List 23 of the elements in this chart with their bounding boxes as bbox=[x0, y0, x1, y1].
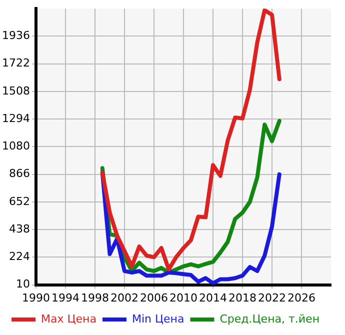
y-tick-label: 438 bbox=[8, 222, 30, 236]
y-tick-label: 1080 bbox=[2, 140, 30, 153]
x-tick-label: 2014 bbox=[199, 291, 227, 304]
x-tick-label: 2022 bbox=[258, 291, 286, 304]
x-tick-label: 2010 bbox=[169, 291, 198, 304]
x-tick-label: 2018 bbox=[228, 291, 256, 304]
y-tick-label: 10 bbox=[16, 278, 30, 291]
y-tick-label: 1508 bbox=[2, 84, 30, 98]
x-tick-label: 1990 bbox=[22, 291, 50, 304]
x-tick-label: 2002 bbox=[110, 291, 138, 304]
y-tick-label: 652 bbox=[8, 194, 30, 208]
y-tick-label: 1936 bbox=[2, 29, 30, 42]
legend-label: Сред.Цена, т.йен bbox=[220, 312, 320, 326]
x-tick-label: 2026 bbox=[288, 291, 316, 304]
legend-label: Max Цена bbox=[40, 312, 96, 326]
y-tick-label: 224 bbox=[8, 250, 30, 264]
x-tick-label: 1998 bbox=[80, 291, 109, 304]
x-tick-label: 1994 bbox=[51, 291, 80, 304]
y-tick-label: 1294 bbox=[2, 112, 30, 125]
y-tick-label: 866 bbox=[8, 167, 30, 180]
x-tick-label: 2006 bbox=[140, 291, 168, 304]
legend-label: Min Цена bbox=[132, 312, 184, 326]
y-tick-label: 1722 bbox=[2, 56, 30, 70]
